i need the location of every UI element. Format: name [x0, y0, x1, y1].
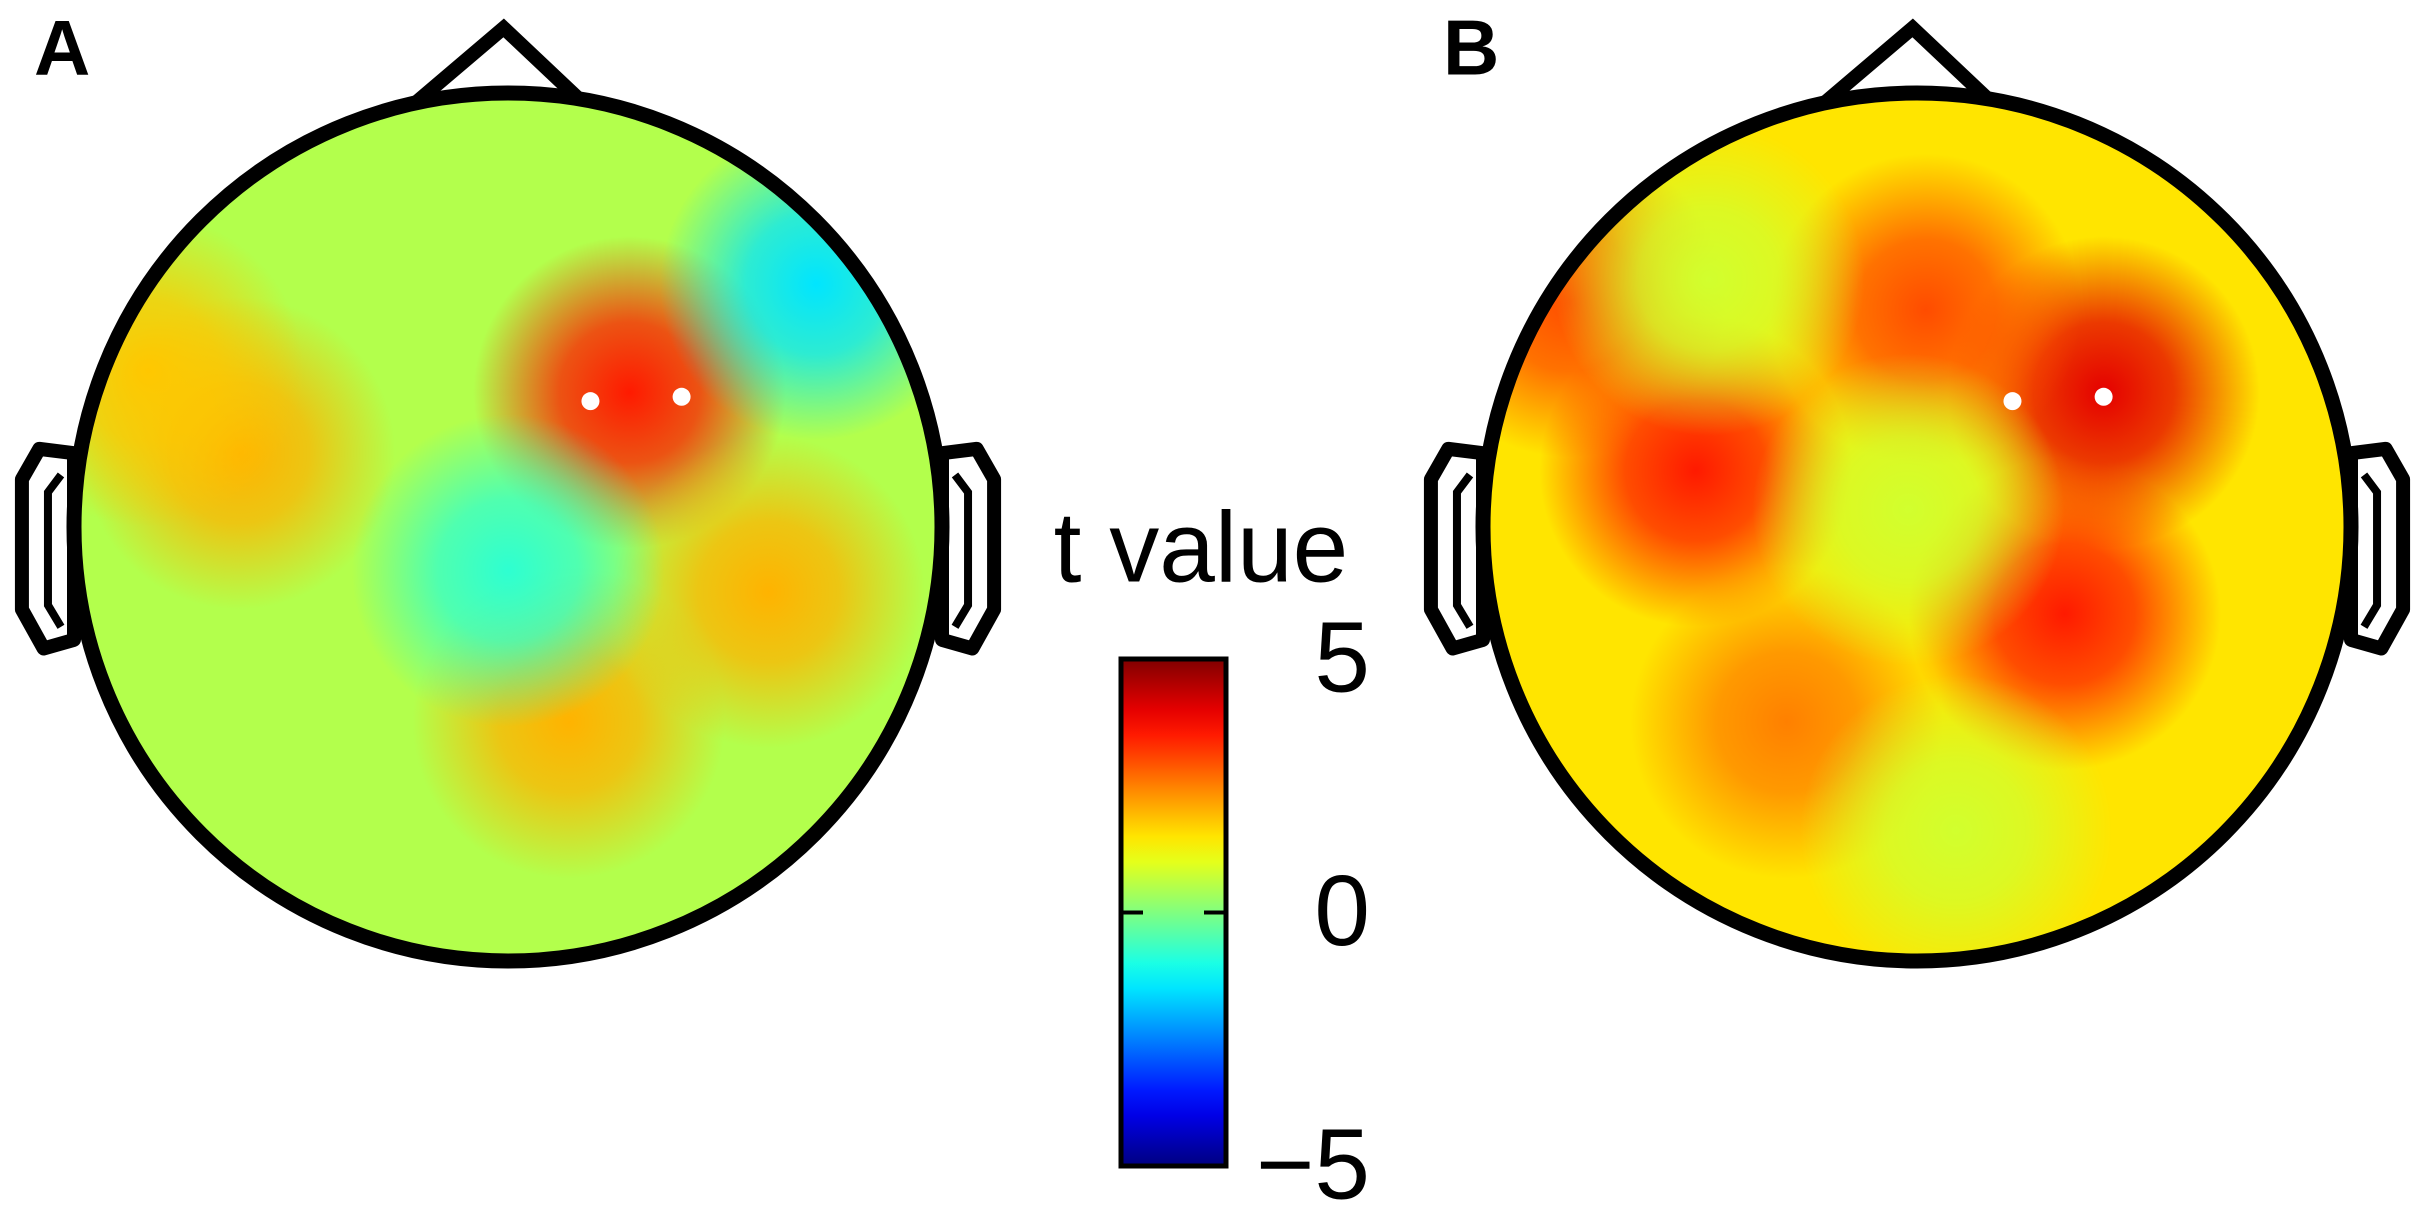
colorbar-tick-label: 0	[1314, 855, 1370, 967]
head-outline	[1475, 85, 2359, 969]
ear-inner	[1452, 472, 1474, 629]
colorbar-tick-label: 5	[1314, 601, 1370, 713]
colorbar-title: t value	[1054, 491, 1349, 603]
colorbar-tick-label: −5	[1256, 1108, 1370, 1220]
ear-inner	[2360, 472, 2382, 629]
ear-inner	[951, 472, 973, 629]
head-outline	[66, 85, 950, 969]
electrode	[581, 392, 600, 411]
electrode	[2003, 392, 2022, 411]
panel-label: B	[1443, 4, 1499, 92]
electrode	[672, 387, 691, 406]
topomap-source	[1552, 123, 1865, 436]
topomap-source	[612, 435, 925, 749]
panel-label: A	[34, 4, 90, 92]
ear-inner	[43, 472, 65, 629]
topomap-source	[1799, 674, 2113, 961]
electrode	[2094, 387, 2113, 406]
topomap-source	[74, 214, 305, 528]
topomap	[74, 93, 942, 961]
topomap-source	[1752, 353, 2065, 666]
topomap-source	[351, 414, 665, 727]
